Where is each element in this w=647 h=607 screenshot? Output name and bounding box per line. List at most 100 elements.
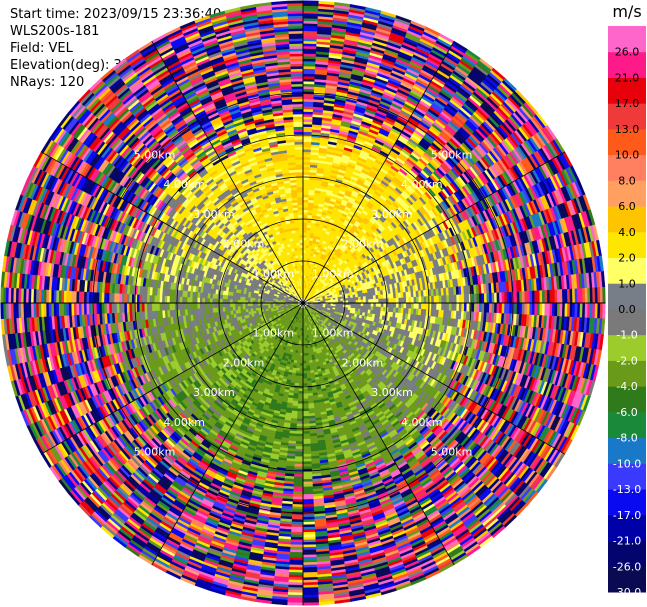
ppi-cell <box>418 296 422 304</box>
ppi-cell <box>302 219 308 223</box>
ppi-cell <box>362 296 367 301</box>
ppi-cell <box>373 302 377 308</box>
ppi-cell <box>302 166 311 170</box>
ppi-cell <box>305 239 310 244</box>
ppi-cell <box>373 298 377 304</box>
ppi-cell <box>302 0 320 4</box>
ppi-cell <box>423 302 427 310</box>
ppi-cell <box>370 302 374 307</box>
ppi-cell <box>446 295 450 304</box>
ppi-cell <box>421 302 425 310</box>
ppi-cell <box>352 305 357 309</box>
ppi-cell <box>380 298 384 304</box>
ppi-cell <box>380 302 384 308</box>
ppi-cell <box>491 292 495 304</box>
ppi-cell <box>302 201 309 206</box>
ppi-cell <box>398 302 402 309</box>
ppi-cell <box>602 286 606 304</box>
ppi-cell <box>365 295 369 300</box>
ppi-cell <box>494 302 498 314</box>
ppi-cell <box>378 298 382 304</box>
ppi-cell <box>345 298 349 302</box>
ppi-cell <box>302 227 308 231</box>
ppi-cell <box>405 302 410 309</box>
ppi-cell <box>413 296 417 304</box>
ppi-cell <box>403 297 407 304</box>
ppi-cell <box>602 302 606 320</box>
ppi-cell <box>400 297 405 304</box>
ppi-cell <box>451 294 455 304</box>
ppi-cell <box>466 302 470 312</box>
ppi-cell <box>456 294 460 304</box>
ppi-cell <box>302 123 313 128</box>
start-time-label: Start time: 2023/09/15 23:36:40 <box>10 7 222 22</box>
ppi-cell <box>363 299 367 304</box>
ppi-cell <box>302 181 310 185</box>
ppi-cell <box>302 126 313 130</box>
ppi-cell <box>365 302 369 307</box>
ppi-cell <box>350 297 354 301</box>
ppi-cell <box>378 302 382 308</box>
ppi-cell <box>448 302 452 312</box>
ppi-cell <box>302 141 312 145</box>
ppi-cell <box>461 294 465 304</box>
ppi-cell <box>302 186 310 191</box>
ppi-cell <box>393 302 397 309</box>
ppi-cell <box>367 306 372 311</box>
ppi-cell <box>383 298 387 304</box>
ppi-cell <box>418 302 422 310</box>
ppi-cell <box>306 234 311 239</box>
ppi-cell <box>358 302 362 307</box>
ppi-cell <box>302 244 307 248</box>
ppi-cell <box>347 297 352 301</box>
ppi-cell <box>453 302 457 312</box>
ppi-cell <box>302 171 311 175</box>
ppi-cell <box>494 292 498 304</box>
ppi-cell <box>461 302 465 312</box>
ppi-cell <box>302 194 309 198</box>
ppi-cells <box>0 0 606 606</box>
ppi-cell <box>302 159 311 163</box>
ppi-cell <box>302 214 308 218</box>
ppi-cell <box>368 299 372 304</box>
ppi-cell <box>403 302 407 309</box>
ppi-cell <box>302 156 311 160</box>
ppi-cell <box>451 302 455 312</box>
ppi-cell <box>431 295 435 304</box>
ppi-cell <box>302 146 312 150</box>
ppi-cell <box>375 302 379 308</box>
ppi-cell <box>302 206 309 211</box>
ppi-cell <box>302 164 311 168</box>
nrays-label: NRays: 120 <box>10 75 85 90</box>
ppi-cell <box>415 302 420 310</box>
ppi-cell <box>446 302 450 311</box>
site-label: WLS200s-181 <box>10 24 100 39</box>
ppi-cell <box>363 302 367 307</box>
ppi-cell <box>302 204 309 208</box>
ppi-cell <box>438 302 442 311</box>
ppi-cell <box>390 302 394 308</box>
ppi-cell <box>400 302 405 309</box>
ppi-cell <box>302 232 307 236</box>
ppi-cell <box>388 298 392 304</box>
ppi-cell <box>390 298 394 304</box>
ppi-cell <box>436 302 440 311</box>
ppi-cell <box>443 295 447 304</box>
ppi-cell <box>306 237 311 241</box>
ppi-cell <box>302 179 310 183</box>
ppi-cell <box>345 304 349 308</box>
ppi-cell <box>388 302 392 308</box>
ppi-cell <box>302 121 313 125</box>
ppi-cell <box>433 302 437 311</box>
ppi-cell <box>302 151 312 155</box>
ppi-cell <box>335 299 339 302</box>
ppi-cell <box>481 302 485 313</box>
ppi-cell <box>302 199 309 203</box>
ppi-cell <box>302 96 315 100</box>
ppi-cell <box>481 293 485 304</box>
ppi-cell <box>302 111 314 115</box>
ppi-cell <box>302 161 311 165</box>
ppi-cell <box>463 294 468 304</box>
ppi-cell <box>413 302 417 310</box>
